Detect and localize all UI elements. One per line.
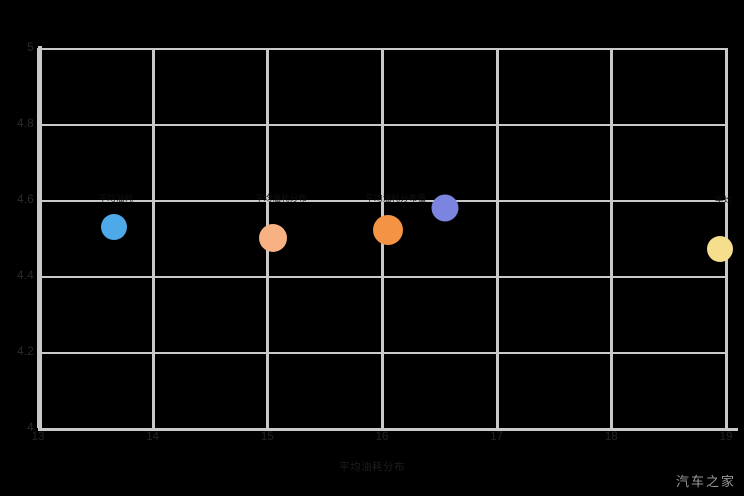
gridline-x-1: [151, 48, 155, 428]
point-label-0: 平均油耗: [98, 193, 134, 204]
y-tick-label-0: 5: [27, 42, 34, 54]
x-tick-label-0: 13: [31, 431, 45, 443]
gridline-x-5: [610, 48, 614, 428]
x-tick-label-1: 14: [146, 431, 160, 443]
x-tick-label-6: 19: [719, 431, 733, 443]
data-point-1[interactable]: [259, 224, 288, 252]
x-tick-label-5: 18: [604, 431, 618, 443]
x-tick-label-4: 17: [490, 431, 504, 443]
y-tick-label-2: 4.6: [17, 194, 34, 206]
y-axis-line: [38, 46, 42, 430]
x-tick-label-3: 16: [375, 431, 389, 443]
data-point-0[interactable]: [100, 213, 127, 240]
data-point-3[interactable]: [431, 194, 459, 222]
x-axis-line: [38, 428, 738, 431]
x-tick-label-2: 15: [260, 431, 274, 443]
y-tick-label-4: 4.2: [17, 346, 34, 358]
point-label-1: 平均油耗分布: [254, 193, 308, 204]
watermark-autohome: 汽车之家: [675, 475, 736, 490]
data-point-4[interactable]: [707, 236, 734, 263]
plot-area: 平均油耗 平均油耗分布 平均油耗分布值 平均: [37, 48, 734, 430]
y-tick-label-1: 4.8: [17, 118, 34, 130]
x-axis-title: 平均油耗分布: [339, 461, 405, 473]
point-label-3: 平均: [715, 195, 733, 205]
y-tick-label-5: 4: [27, 422, 34, 434]
point-label-2: 平均油耗分布值: [365, 193, 427, 204]
data-point-2[interactable]: [372, 215, 403, 246]
y-tick-label-3: 4.4: [17, 270, 34, 282]
gridline-x-4: [495, 48, 499, 428]
